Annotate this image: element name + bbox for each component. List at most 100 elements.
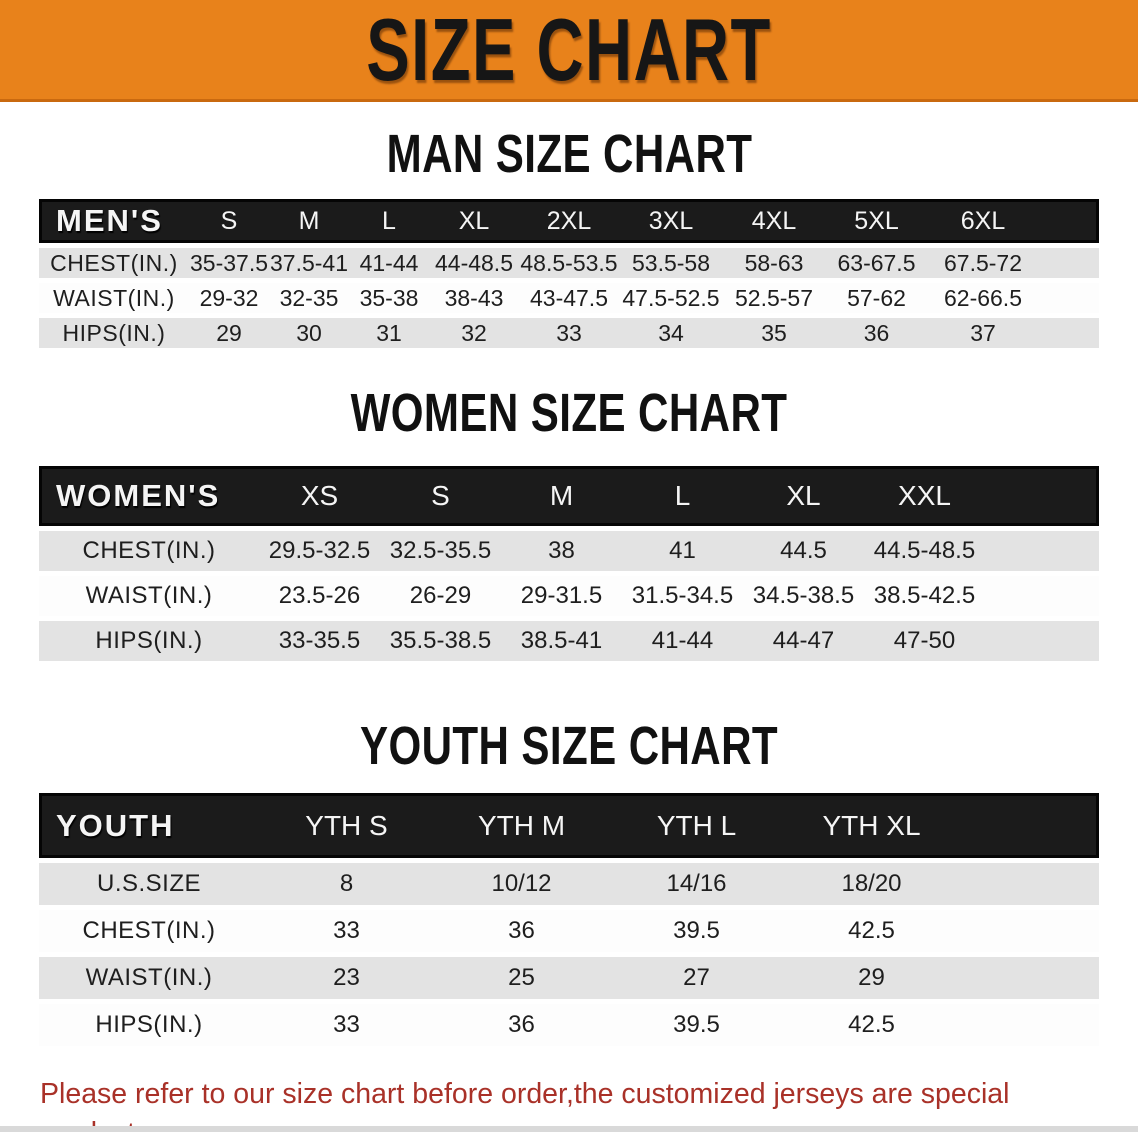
size-value: 38 [501,531,622,571]
size-value: 29-31.5 [501,576,622,616]
size-value: 31.5-34.5 [622,576,743,616]
men-corner-label: MEN'S [39,199,189,243]
spacer-cell [1038,283,1099,313]
size-value: 47-50 [864,621,985,661]
size-value: 23 [259,957,434,999]
size-value: 41-44 [349,248,429,278]
size-value: 38.5-41 [501,621,622,661]
size-value: 58-63 [723,248,825,278]
women-waist-row: WAIST(IN.) 23.5-26 26-29 29-31.5 31.5-34… [39,576,1099,616]
women-chest-row: CHEST(IN.) 29.5-32.5 32.5-35.5 38 41 44.… [39,531,1099,571]
youth-header-row: YOUTH YTH S YTH M YTH L YTH XL [39,793,1099,858]
size-value: 33-35.5 [259,621,380,661]
spacer-cell [1038,199,1099,243]
row-label: U.S.SIZE [39,863,259,905]
size-value: 34.5-38.5 [743,576,864,616]
row-label: HIPS(IN.) [39,318,189,348]
size-value: 37 [928,318,1038,348]
size-header: S [380,466,501,526]
size-header: 4XL [723,199,825,243]
size-value: 57-62 [825,283,928,313]
size-header: YTH S [259,793,434,858]
size-value: 33 [519,318,619,348]
spacer-cell [1038,248,1099,278]
youth-hips-row: HIPS(IN.) 33 36 39.5 42.5 [39,1004,1099,1046]
row-label: WAIST(IN.) [39,283,189,313]
spacer-cell [959,863,1099,905]
size-value: 29-32 [189,283,269,313]
size-header: 5XL [825,199,928,243]
page-title: SIZE CHART [366,0,772,99]
bottom-edge-strip [0,1126,1138,1132]
size-value: 62-66.5 [928,283,1038,313]
size-value: 44.5-48.5 [864,531,985,571]
size-value: 29.5-32.5 [259,531,380,571]
row-label: CHEST(IN.) [39,248,189,278]
size-header: L [349,199,429,243]
size-value: 29 [784,957,959,999]
size-value: 10/12 [434,863,609,905]
men-hips-row: HIPS(IN.) 29 30 31 32 33 34 35 36 37 [39,318,1099,348]
size-value: 39.5 [609,910,784,952]
size-header: YTH L [609,793,784,858]
spacer-cell [959,793,1099,858]
size-value: 35-38 [349,283,429,313]
size-header: XXL [864,466,985,526]
men-header-row: MEN'S S M L XL 2XL 3XL 4XL 5XL 6XL [39,199,1099,243]
spacer-cell [985,621,1099,661]
size-value: 43-47.5 [519,283,619,313]
size-header: XL [743,466,864,526]
row-label: CHEST(IN.) [39,531,259,571]
size-header: 3XL [619,199,723,243]
size-value: 14/16 [609,863,784,905]
size-value: 27 [609,957,784,999]
size-value: 33 [259,1004,434,1046]
men-size-table: MEN'S S M L XL 2XL 3XL 4XL 5XL 6XL CHEST… [39,194,1099,353]
size-value: 36 [434,1004,609,1046]
spacer-cell [985,531,1099,571]
size-value: 44-47 [743,621,864,661]
size-header: YTH M [434,793,609,858]
size-header: M [269,199,349,243]
size-header: 6XL [928,199,1038,243]
size-value: 26-29 [380,576,501,616]
row-label: HIPS(IN.) [39,1004,259,1046]
size-value: 32-35 [269,283,349,313]
spacer-cell [1038,318,1099,348]
youth-waist-row: WAIST(IN.) 23 25 27 29 [39,957,1099,999]
spacer-cell [985,576,1099,616]
size-value: 44.5 [743,531,864,571]
size-value: 42.5 [784,910,959,952]
size-value: 39.5 [609,1004,784,1046]
row-label: CHEST(IN.) [39,910,259,952]
size-value: 34 [619,318,723,348]
women-header-row: WOMEN'S XS S M L XL XXL [39,466,1099,526]
spacer-cell [959,910,1099,952]
women-hips-row: HIPS(IN.) 33-35.5 35.5-38.5 38.5-41 41-4… [39,621,1099,661]
size-value: 41-44 [622,621,743,661]
men-section-heading: MAN SIZE CHART [386,124,752,184]
size-header: S [189,199,269,243]
size-value: 36 [434,910,609,952]
size-value: 67.5-72 [928,248,1038,278]
size-value: 38-43 [429,283,519,313]
banner: SIZE CHART [0,0,1138,102]
men-waist-row: WAIST(IN.) 29-32 32-35 35-38 38-43 43-47… [39,283,1099,313]
size-value: 23.5-26 [259,576,380,616]
size-value: 30 [269,318,349,348]
size-value: 37.5-41 [269,248,349,278]
youth-corner-label: YOUTH [39,793,259,858]
row-label: WAIST(IN.) [39,957,259,999]
youth-size-table: YOUTH YTH S YTH M YTH L YTH XL U.S.SIZE … [39,788,1099,1051]
size-value: 35-37.5 [189,248,269,278]
size-value: 35.5-38.5 [380,621,501,661]
size-value: 36 [825,318,928,348]
size-value: 47.5-52.5 [619,283,723,313]
size-header: XL [429,199,519,243]
size-value: 48.5-53.5 [519,248,619,278]
size-value: 42.5 [784,1004,959,1046]
size-header: YTH XL [784,793,959,858]
size-value: 41 [622,531,743,571]
size-value: 35 [723,318,825,348]
youth-section-heading: YOUTH SIZE CHART [359,716,779,776]
